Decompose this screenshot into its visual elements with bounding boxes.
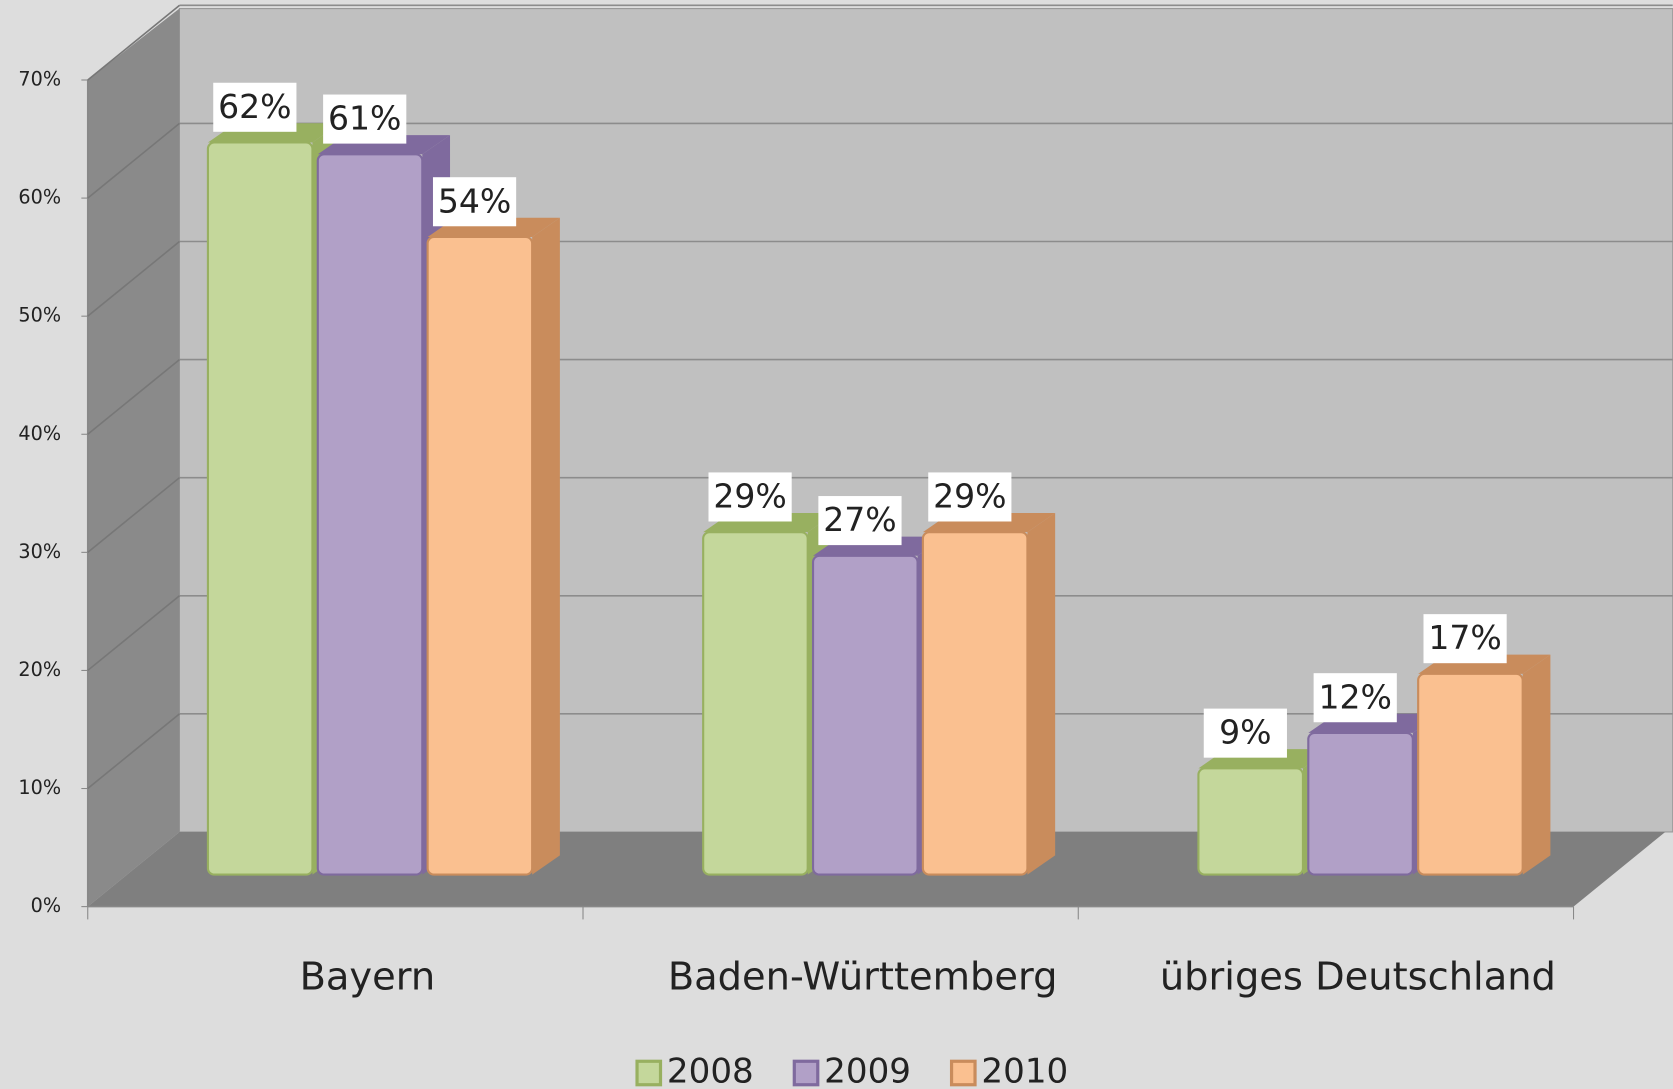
bar (811, 554, 919, 876)
value-label: 62% (218, 87, 291, 126)
bar (206, 141, 314, 876)
bar (1197, 767, 1305, 876)
value-label: 29% (933, 477, 1006, 516)
y-tick-label: 60% (18, 186, 61, 209)
bar-side (1522, 654, 1551, 875)
x-tick-label: übriges Deutschland (1160, 955, 1556, 1000)
value-label-box (818, 496, 902, 546)
value-label: 9% (1219, 713, 1271, 752)
bar (316, 153, 424, 876)
value-label-box (213, 82, 297, 132)
grid-line (87, 240, 180, 317)
legend-swatch (635, 1059, 663, 1087)
legend-label: 2010 (981, 1052, 1068, 1089)
bar (1417, 672, 1524, 876)
bar (426, 235, 534, 876)
y-tick-label: 70% (18, 67, 61, 90)
grid-line (87, 358, 180, 435)
legend-swatch (792, 1059, 820, 1087)
grid-line (87, 477, 180, 553)
legend-label: 2008 (667, 1052, 754, 1089)
bar-side (1027, 512, 1056, 875)
value-label: 61% (328, 99, 401, 138)
legend-label: 2009 (824, 1052, 911, 1089)
y-tick-label: 50% (18, 304, 61, 327)
bar (1307, 731, 1414, 876)
value-label-box (1313, 673, 1397, 723)
grid-line (87, 713, 180, 790)
y-tick-label: 0% (31, 894, 61, 917)
value-label-box (432, 177, 517, 227)
value-label-box (928, 472, 1012, 522)
bar (921, 531, 1029, 876)
grid-line (87, 595, 180, 672)
value-label-box (323, 94, 407, 144)
grid-line (87, 122, 180, 199)
y-tick-label: 40% (18, 422, 61, 445)
grid-line (87, 4, 180, 81)
value-label: 54% (438, 181, 511, 220)
side-wall (87, 8, 180, 907)
value-label: 29% (713, 477, 786, 516)
x-tick-label: Baden-Württemberg (668, 955, 1058, 1000)
value-label-box (1423, 614, 1507, 664)
y-tick-label: 10% (18, 776, 61, 799)
value-label-box (708, 472, 792, 522)
value-label-box (1203, 708, 1287, 758)
bar-side (532, 217, 560, 875)
x-tick-label: Bayern (300, 955, 436, 1000)
y-tick-label: 30% (18, 540, 61, 563)
value-label: 27% (823, 500, 896, 539)
legend-swatch (949, 1059, 977, 1087)
y-tick-label: 20% (18, 658, 61, 681)
value-label: 12% (1318, 677, 1391, 716)
bar (702, 531, 809, 876)
value-label: 17% (1428, 618, 1501, 657)
